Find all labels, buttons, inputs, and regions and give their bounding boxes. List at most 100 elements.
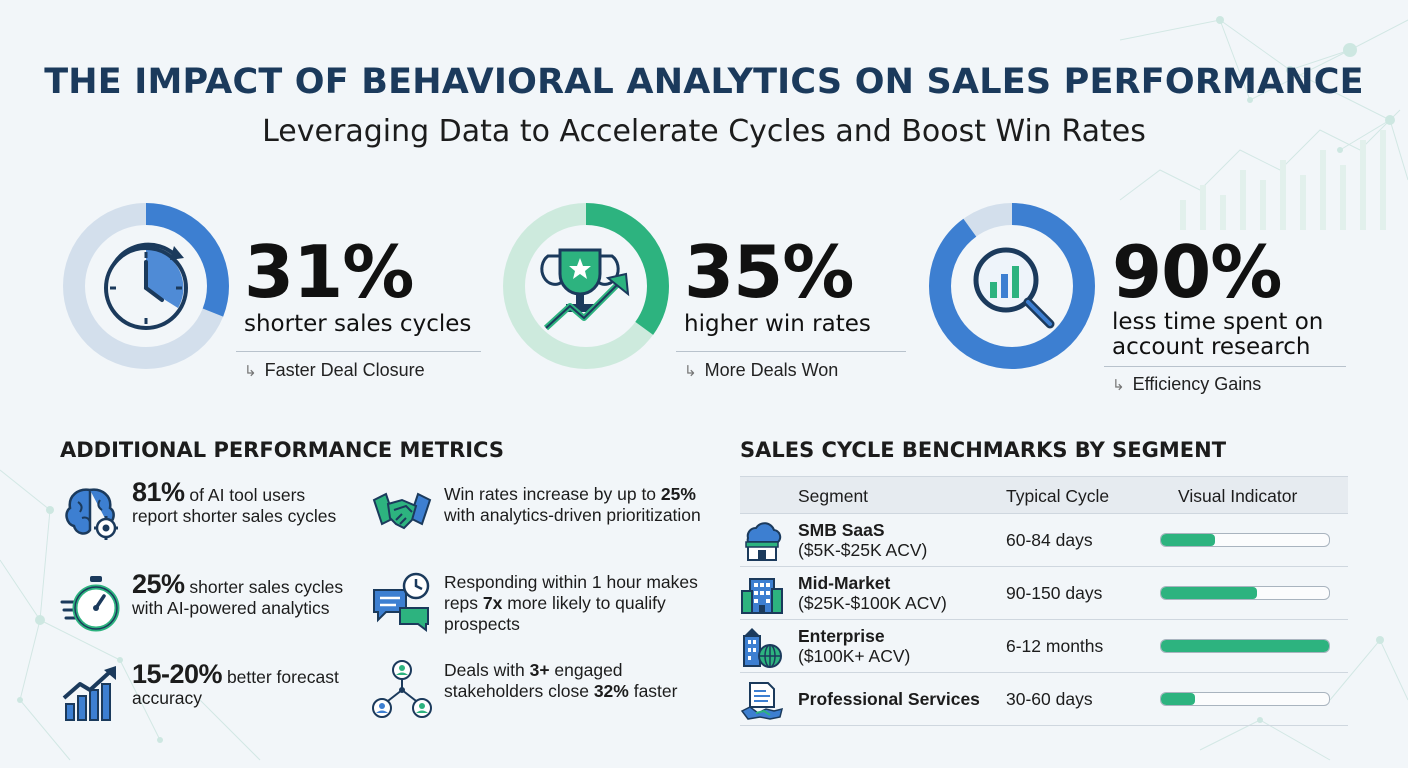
stat-tagline-label: Faster Deal Closure [264, 360, 425, 380]
stat-value: 31% [244, 230, 414, 314]
brain-gear-icon [65, 488, 118, 540]
metric-body: Win rates increase by up to [444, 484, 661, 504]
typical-cycle: 60-84 days [1006, 530, 1093, 550]
segment-name: SMB SaaS ($5K-$25K ACV) [798, 520, 927, 560]
metric-body: faster [628, 681, 678, 701]
segment-label: Mid-Market [798, 573, 891, 593]
metric-body: engaged stakeholders close [444, 660, 623, 701]
metric-item: Responding within 1 hour makes reps 7x m… [372, 572, 702, 638]
indicator-bar-fill [1161, 534, 1215, 546]
stat-description: shorter sales cycles [244, 311, 472, 337]
metric-text: Win rates increase by up to 25% with ana… [444, 484, 704, 526]
typical-cycle: 30-60 days [1006, 689, 1093, 709]
office-building-icon [741, 578, 783, 614]
document-handshake-icon [740, 682, 784, 720]
stat-tagline: ↳ Efficiency Gains [1112, 374, 1261, 395]
metric-highlight: 7x [482, 593, 503, 613]
stat-description: less time spent on [1112, 309, 1324, 335]
segment-name: Professional Services [798, 689, 980, 709]
metric-body: Responding within 1 hour makes reps [444, 572, 698, 613]
indicator-bar-fill [1161, 640, 1329, 652]
indicator-bar-fill [1161, 587, 1257, 599]
column-header-cycle: Typical Cycle [1006, 486, 1110, 506]
metric-text: 25% shorter sales cycles with AI-powered… [132, 571, 352, 619]
table-row: SMB SaaS ($5K-$25K ACV) 60-84 days [740, 514, 1348, 567]
indicator-bar [1160, 692, 1330, 706]
progress-ring [926, 200, 1098, 372]
stopwatch-icon [104, 242, 188, 330]
segment-range: ($5K-$25K ACV) [798, 540, 928, 560]
metric-text: Responding within 1 hour makes reps 7x m… [444, 572, 704, 635]
metric-item: 81% of AI tool users report shorter sale… [60, 479, 360, 552]
divider [676, 351, 906, 352]
handshake-icon [372, 492, 432, 530]
metric-highlight: 15-20% [132, 659, 223, 689]
stat-card-win-rates: 35% higher win rates ↳ More Deals Won [500, 200, 910, 410]
typical-cycle: 90-150 days [1006, 583, 1103, 603]
segment-name: Mid-Market ($25K-$100K ACV) [798, 573, 947, 613]
metric-highlight: 32% [593, 681, 629, 701]
metric-item: Deals with 3+ engaged stakeholders close… [372, 660, 702, 726]
stat-tagline: ↳ Faster Deal Closure [244, 360, 425, 381]
metric-body: shorter sales cycles with AI-powered ana… [132, 577, 344, 618]
indicator-bar [1160, 533, 1330, 547]
metric-item: Win rates increase by up to 25% with ana… [372, 484, 702, 550]
metric-item: 15-20% better forecast accuracy [60, 661, 360, 724]
progress-ring [60, 200, 232, 372]
magnifier-chart-icon [973, 247, 1055, 329]
table-row: Enterprise ($100K+ ACV) 6-12 months [740, 620, 1348, 673]
metric-text: 81% of AI tool users report shorter sale… [132, 479, 352, 527]
enterprise-globe-icon [743, 628, 782, 668]
segment-name: Enterprise ($100K+ ACV) [798, 626, 910, 666]
chat-clock-icon [373, 572, 430, 632]
stat-description-line2: account research [1112, 334, 1311, 360]
stakeholders-icon [372, 660, 432, 718]
segment-label: Enterprise [798, 626, 885, 646]
cloud-store-icon [745, 522, 782, 561]
bar-growth-icon [62, 666, 116, 721]
column-header-segment: Segment [798, 486, 869, 506]
metric-highlight: 25% [660, 484, 696, 504]
metric-text: 15-20% better forecast accuracy [132, 661, 352, 709]
metrics-heading: ADDITIONAL PERFORMANCE METRICS [60, 438, 504, 462]
metric-highlight: 81% [132, 477, 185, 507]
indicator-bar-fill [1161, 693, 1195, 705]
segment-label: Professional Services [798, 689, 980, 709]
divider [1104, 366, 1346, 367]
stat-card-sales-cycles: 31% shorter sales cycles ↳ Faster Deal Cl… [60, 200, 490, 410]
indicator-bar [1160, 586, 1330, 600]
stat-tagline-label: More Deals Won [704, 360, 839, 380]
typical-cycle: 6-12 months [1006, 636, 1104, 656]
stat-tagline: ↳ More Deals Won [684, 360, 838, 381]
page-subtitle: Leveraging Data to Accelerate Cycles and… [262, 114, 1146, 149]
table-row: Professional Services 30-60 days [740, 673, 1348, 726]
trophy-growth-icon [540, 248, 630, 331]
metric-body: of AI tool users report shorter sales cy… [132, 485, 337, 526]
metric-body: better forecast accuracy [132, 667, 339, 708]
metric-highlight: 25% [132, 569, 185, 599]
stat-value: 90% [1112, 230, 1282, 314]
metric-highlight: 3+ [529, 660, 550, 680]
segment-label: SMB SaaS [798, 520, 885, 540]
table-row: Mid-Market ($25K-$100K ACV) 90-150 days [740, 567, 1348, 620]
stat-value: 35% [684, 230, 854, 314]
benchmarks-heading: SALES CYCLE BENCHMARKS BY SEGMENT [740, 438, 1227, 462]
stat-tagline-label: Efficiency Gains [1132, 374, 1262, 394]
metric-body: Deals with [444, 660, 530, 680]
table-header: Segment Typical Cycle Visual Indicator [740, 476, 1348, 514]
segment-range: ($25K-$100K ACV) [798, 593, 947, 613]
metric-item: 25% shorter sales cycles with AI-powered… [60, 571, 360, 644]
indicator-bar [1160, 639, 1330, 653]
divider [236, 351, 481, 352]
corner-arrow-icon: ↳ [684, 363, 697, 380]
metric-body: with analytics-driven prioritization [444, 505, 701, 525]
corner-arrow-icon: ↳ [1112, 377, 1125, 394]
segment-range: ($100K+ ACV) [798, 646, 911, 666]
stopwatch-speed-icon [60, 576, 120, 632]
metric-body: more likely to qualify prospects [444, 593, 666, 634]
metric-text: Deals with 3+ engaged stakeholders close… [444, 660, 704, 702]
column-header-indicator: Visual Indicator [1178, 486, 1298, 506]
page-title: THE IMPACT OF BEHAVIORAL ANALYTICS ON SA… [44, 62, 1364, 102]
stat-card-research-time: 90% less time spent on account research … [926, 200, 1356, 410]
progress-ring [500, 200, 672, 372]
